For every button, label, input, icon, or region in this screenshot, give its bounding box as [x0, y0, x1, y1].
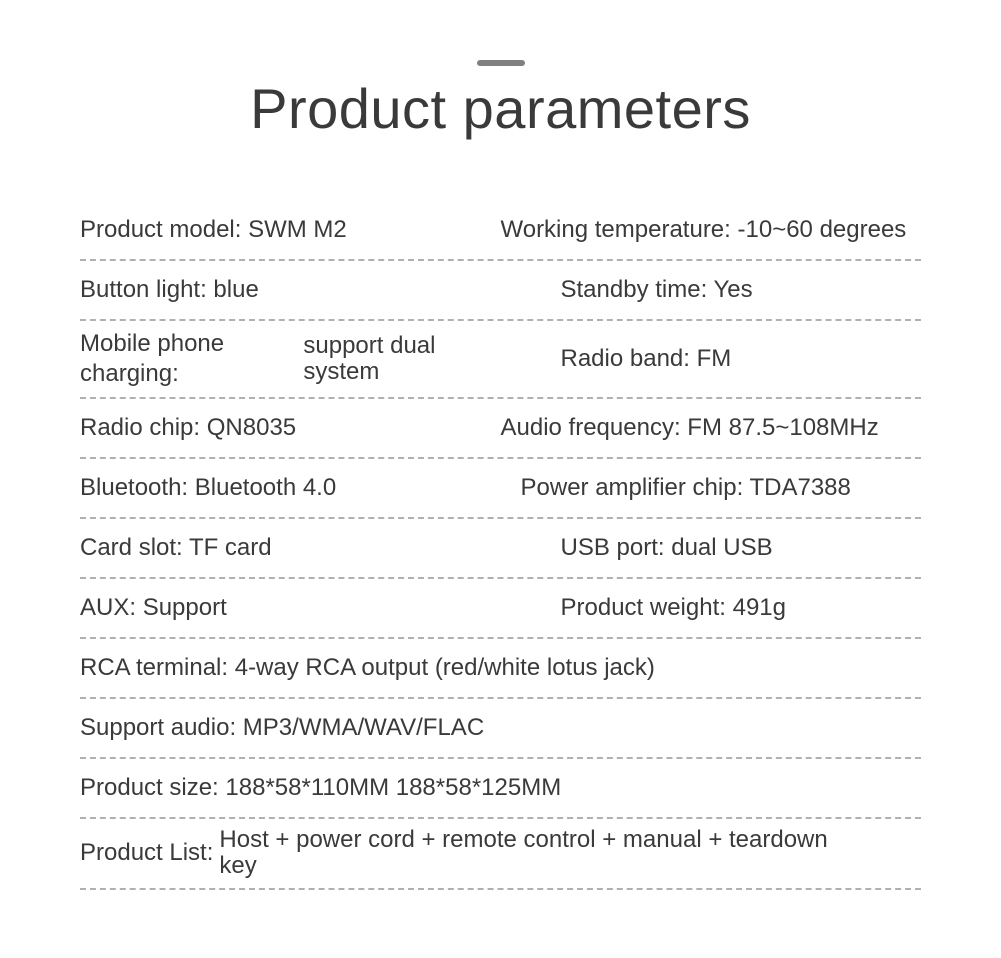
cell-left: Product model: SWM M2: [80, 215, 501, 245]
param-label: Radio band:: [561, 345, 697, 372]
cell-right: Standby time: Yes: [501, 275, 922, 305]
param-label: Card slot:: [80, 534, 189, 561]
param-value: 188*58*110MM 188*58*125MM: [225, 774, 561, 801]
param-label: Audio frequency:: [501, 414, 688, 441]
table-row: Mobile phone charging: support dual syst…: [80, 321, 921, 399]
param-value: SWM M2: [248, 216, 347, 243]
cell-right: Radio band: FM: [501, 344, 922, 374]
param-value: 4-way RCA output (red/white lotus jack): [235, 654, 655, 681]
cell-full: Product size: 188*58*110MM 188*58*125MM: [80, 773, 921, 803]
param-value: Host + power cord + remote control + man…: [219, 827, 859, 880]
param-value: MP3/WMA/WAV/FLAC: [243, 714, 484, 741]
param-label: Button light:: [80, 276, 213, 303]
table-row: Product size: 188*58*110MM 188*58*125MM: [80, 759, 921, 819]
param-label: Product model:: [80, 216, 248, 243]
param-label: AUX:: [80, 594, 143, 621]
param-label: USB port:: [561, 534, 672, 561]
param-label: Bluetooth:: [80, 474, 195, 501]
cell-full: Support audio: MP3/WMA/WAV/FLAC: [80, 713, 921, 743]
param-label: Product size:: [80, 774, 225, 801]
param-label: Power amplifier chip:: [521, 474, 750, 501]
param-value: blue: [213, 276, 258, 303]
table-row: RCA terminal: 4-way RCA output (red/whit…: [80, 639, 921, 699]
cell-right: Working temperature: -10~60 degrees: [501, 215, 922, 245]
cell-left: AUX: Support: [80, 593, 501, 623]
table-row: Button light: blue Standby time: Yes: [80, 261, 921, 321]
table-row: Product List: Host + power cord + remote…: [80, 819, 921, 890]
param-value: Bluetooth 4.0: [195, 474, 336, 501]
cell-left: Mobile phone charging: support dual syst…: [80, 329, 501, 389]
spec-sheet: Product parameters Product model: SWM M2…: [0, 0, 1001, 890]
param-label: Support audio:: [80, 714, 243, 741]
param-value: FM: [697, 345, 732, 372]
param-value: TF card: [189, 534, 272, 561]
param-label: Product weight:: [561, 594, 733, 621]
param-value: Yes: [713, 276, 752, 303]
param-value: dual USB: [671, 534, 772, 561]
param-value: 491g: [733, 594, 786, 621]
cell-right: Power amplifier chip: TDA7388: [501, 473, 922, 503]
param-value: -10~60 degrees: [738, 216, 907, 243]
decor-line: [477, 60, 525, 66]
cell-left: Radio chip: QN8035: [80, 413, 501, 443]
table-row: Radio chip: QN8035 Audio frequency: FM 8…: [80, 399, 921, 459]
table-row: Support audio: MP3/WMA/WAV/FLAC: [80, 699, 921, 759]
param-value: TDA7388: [749, 474, 850, 501]
cell-left: Card slot: TF card: [80, 533, 501, 563]
param-value: FM 87.5~108MHz: [687, 414, 878, 441]
param-label: Radio chip:: [80, 414, 207, 441]
param-value: QN8035: [207, 414, 296, 441]
page-title: Product parameters: [80, 76, 921, 141]
param-label: RCA terminal:: [80, 654, 235, 681]
table-row: Bluetooth: Bluetooth 4.0 Power amplifier…: [80, 459, 921, 519]
param-label: Working temperature:: [501, 216, 738, 243]
param-label: Product List:: [80, 838, 213, 868]
cell-left: Bluetooth: Bluetooth 4.0: [80, 473, 501, 503]
cell-left: Button light: blue: [80, 275, 501, 305]
param-label: Mobile phone charging:: [80, 329, 297, 389]
param-label: Standby time:: [561, 276, 714, 303]
cell-right: Product weight: 491g: [501, 593, 922, 623]
cell-full: Product List: Host + power cord + remote…: [80, 827, 921, 880]
params-table: Product model: SWM M2 Working temperatur…: [80, 201, 921, 890]
cell-right: USB port: dual USB: [501, 533, 922, 563]
table-row: Product model: SWM M2 Working temperatur…: [80, 201, 921, 261]
param-value: support dual system: [303, 333, 490, 386]
cell-right: Audio frequency: FM 87.5~108MHz: [501, 413, 922, 443]
param-value: Support: [143, 594, 227, 621]
table-row: Card slot: TF card USB port: dual USB: [80, 519, 921, 579]
cell-full: RCA terminal: 4-way RCA output (red/whit…: [80, 653, 921, 683]
table-row: AUX: Support Product weight: 491g: [80, 579, 921, 639]
